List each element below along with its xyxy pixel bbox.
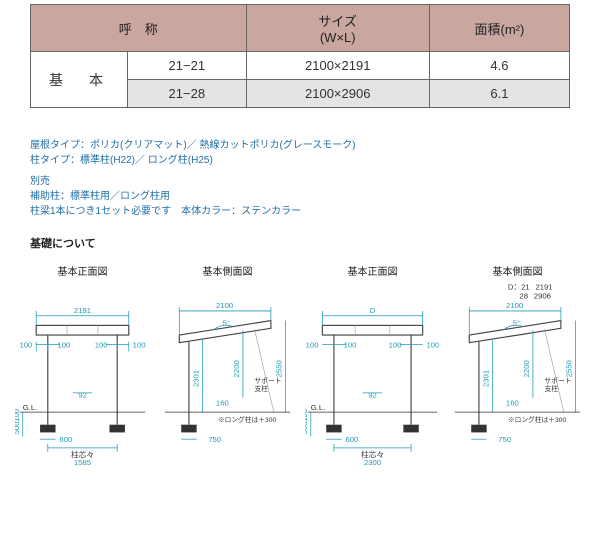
note-line-4: 補助柱：標準柱用／ロング柱用 [30, 189, 570, 204]
svg-text:※ロング柱は＋300: ※ロング柱は＋300 [218, 415, 277, 424]
diagram-left-front: 基本正面図 2191 100 100 100 100 92 [15, 263, 150, 468]
svg-text:サポート支柱: サポート支柱 [544, 377, 571, 393]
svg-text:5°: 5° [513, 318, 520, 327]
spec-table: 呼 称 サイズ (W×L) 面積(m²) 基 本 21−21 2100×2191… [30, 4, 570, 108]
rowhead-basic: 基 本 [31, 52, 128, 108]
svg-text:5°: 5° [223, 318, 230, 327]
dia-title-ls: 基本側面図 [160, 263, 295, 278]
diagram-right-side: 基本側面図 D：212191 282906 2100 5° 2301 2200 … [450, 263, 585, 468]
svg-text:160: 160 [216, 398, 229, 407]
svg-text:G.L.: G.L. [311, 403, 326, 412]
svg-text:2200: 2200 [232, 360, 241, 377]
svg-text:2550: 2550 [564, 360, 573, 377]
notes-group-2: 別売 補助柱：標準柱用／ロング柱用 柱梁1本につき1セット必要です 本体カラー：… [30, 174, 570, 219]
spec-header-row: 呼 称 サイズ (W×L) 面積(m²) [31, 5, 570, 52]
svg-text:1585: 1585 [74, 458, 91, 465]
svg-text:G.L.: G.L. [23, 403, 38, 412]
svg-text:600: 600 [59, 435, 72, 444]
spec-table-container: 呼 称 サイズ (W×L) 面積(m²) 基 本 21−21 2100×2191… [0, 0, 600, 108]
svg-text:600: 600 [346, 435, 359, 444]
svg-text:100: 100 [344, 341, 357, 350]
svg-text:サポート支柱: サポート支柱 [254, 377, 281, 393]
svg-text:500: 500 [305, 421, 309, 434]
svg-text:100: 100 [20, 341, 33, 350]
svg-text:2191: 2191 [74, 306, 91, 315]
svg-text:2100: 2100 [506, 301, 523, 310]
svg-text:2550: 2550 [274, 360, 283, 377]
note-line-1: 屋根タイプ：ポリカ(クリアマット)／ 熱線カットポリカ(グレースモーク) [30, 138, 570, 153]
dia-title-rf: 基本正面図 [305, 263, 440, 278]
notes-block: 屋根タイプ：ポリカ(クリアマット)／ 熱線カットポリカ(グレースモーク) 柱タイ… [0, 108, 600, 219]
svg-text:100: 100 [426, 341, 439, 350]
svg-text:750: 750 [208, 435, 221, 444]
svg-text:100: 100 [305, 409, 309, 422]
svg-left-side: 2100 5° 2301 2200 2550 160 サポート支柱 750 ※ロ… [160, 282, 295, 465]
svg-text:92: 92 [368, 391, 377, 400]
diagram-right-front: 基本正面図 D 100 100 100 100 92 G.L. 100 [305, 263, 440, 468]
svg-text:100: 100 [306, 341, 319, 350]
svg-text:100: 100 [133, 341, 146, 350]
diagrams-row: 基本正面図 2191 100 100 100 100 92 [0, 255, 600, 468]
svg-text:500: 500 [15, 421, 21, 434]
cell-area-0: 4.6 [429, 52, 569, 80]
svg-text:2301: 2301 [482, 370, 491, 387]
cell-code-1: 21−28 [128, 80, 247, 108]
cell-code-0: 21−21 [128, 52, 247, 80]
cell-size-0: 2100×2191 [246, 52, 429, 80]
svg-right-side: D：212191 282906 2100 5° 2301 2200 2550 1… [450, 282, 585, 465]
svg-text:750: 750 [498, 435, 511, 444]
note-line-5: 柱梁1本につき1セット必要です 本体カラー：ステンカラー [30, 204, 570, 219]
svg-right-front: D 100 100 100 100 92 G.L. 100 500 600 柱芯… [305, 282, 440, 465]
note-line-2: 柱タイプ：標準柱(H22)／ ロング柱(H25) [30, 153, 570, 168]
svg-text:160: 160 [506, 398, 519, 407]
svg-text:100: 100 [95, 341, 108, 350]
svg-text:92: 92 [78, 391, 87, 400]
svg-text:2301: 2301 [192, 370, 201, 387]
dia-title-lf: 基本正面図 [15, 263, 150, 278]
svg-text:100: 100 [15, 409, 21, 422]
spec-row-0: 基 本 21−21 2100×2191 4.6 [31, 52, 570, 80]
svg-text:D：212191: D：212191 [508, 283, 553, 292]
section-title-foundation: 基礎について [0, 225, 600, 255]
dia-title-rs: 基本側面図 [450, 263, 585, 278]
cell-area-1: 6.1 [429, 80, 569, 108]
svg-text:100: 100 [389, 341, 402, 350]
notes-group-1: 屋根タイプ：ポリカ(クリアマット)／ 熱線カットポリカ(グレースモーク) 柱タイ… [30, 138, 570, 168]
header-size: サイズ (W×L) [246, 5, 429, 52]
svg-text:282906: 282906 [519, 291, 551, 300]
svg-left-front: 2191 100 100 100 100 92 G.L. 100 500 [15, 282, 150, 465]
svg-text:D: D [370, 306, 376, 315]
cell-size-1: 2100×2906 [246, 80, 429, 108]
svg-text:100: 100 [57, 341, 70, 350]
diagram-left-side: 基本側面図 2100 5° 2301 2200 2550 160 サ [160, 263, 295, 468]
svg-text:2100: 2100 [216, 301, 233, 310]
svg-text:2200: 2200 [522, 360, 531, 377]
svg-text:2300: 2300 [364, 458, 381, 465]
note-line-3: 別売 [30, 174, 570, 189]
svg-text:※ロング柱は＋300: ※ロング柱は＋300 [508, 415, 567, 424]
header-area: 面積(m²) [429, 5, 569, 52]
header-name: 呼 称 [31, 5, 247, 52]
